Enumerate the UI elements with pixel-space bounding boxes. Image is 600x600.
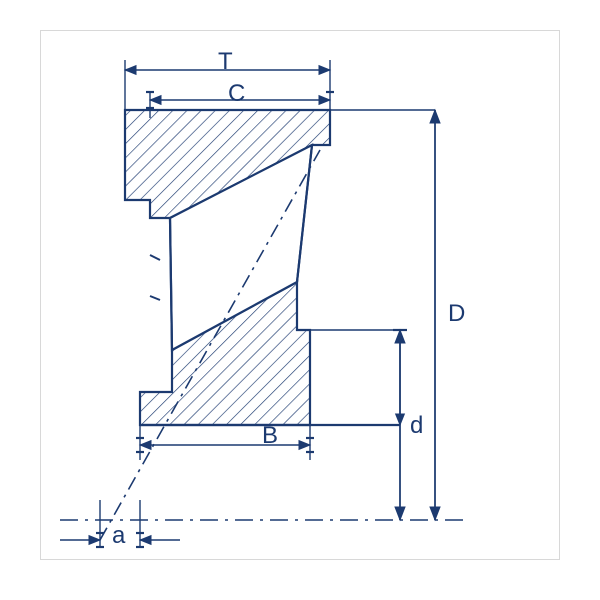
label-d: d bbox=[410, 412, 423, 440]
label-D: D bbox=[448, 300, 465, 328]
label-T: T bbox=[218, 48, 233, 76]
label-B: B bbox=[262, 422, 278, 450]
label-C: C bbox=[228, 80, 245, 108]
label-a: a bbox=[112, 522, 125, 550]
diagram-frame bbox=[40, 30, 560, 560]
